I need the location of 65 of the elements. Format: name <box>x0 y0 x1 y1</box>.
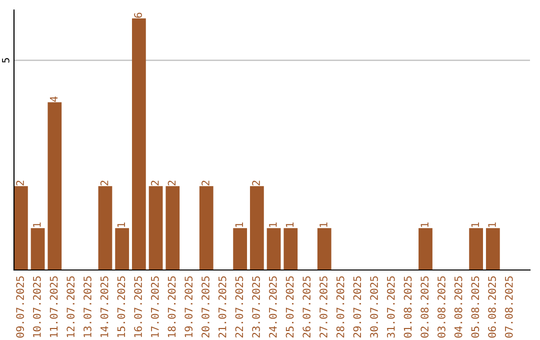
x-tick-label: 31.07.2025 <box>386 276 395 338</box>
bar <box>48 102 62 270</box>
y-tick-label: 5 <box>2 58 10 63</box>
x-tick-label: 12.07.2025 <box>66 276 75 338</box>
x-tick-label: 20.07.2025 <box>202 276 210 338</box>
bar <box>148 186 163 270</box>
bar <box>132 18 146 270</box>
x-tick-label: 03.08.2025 <box>438 276 446 338</box>
bar <box>14 186 28 270</box>
data-label: 1 <box>117 222 125 227</box>
bar <box>266 228 281 270</box>
bar <box>30 228 45 270</box>
x-tick-label: 30.07.2025 <box>370 276 378 338</box>
x-tick-label: 06.08.2025 <box>488 276 496 338</box>
x-tick-label: 25.07.2025 <box>286 276 294 338</box>
x-tick-label: 21.07.2025 <box>218 276 226 338</box>
x-tick-label: 04.08.2025 <box>454 276 462 338</box>
data-label: 2 <box>150 180 159 186</box>
x-tick-label: 29.07.2025 <box>353 276 362 338</box>
x-tick-label: 15.07.2025 <box>117 276 126 338</box>
bar <box>418 228 432 270</box>
x-tick-label: 11.07.2025 <box>50 276 58 338</box>
x-tick-label: 22.07.2025 <box>235 276 244 338</box>
x-tick-label: 07.08.2025 <box>504 276 513 338</box>
bar <box>199 186 214 270</box>
x-tick-label: 09.07.2025 <box>16 276 24 338</box>
bar <box>250 186 264 270</box>
data-label: 1 <box>269 222 277 227</box>
bar <box>115 228 130 270</box>
x-tick-label: 19.07.2025 <box>184 276 193 338</box>
bar <box>469 228 483 270</box>
bar <box>98 186 112 270</box>
data-label: 2 <box>100 180 108 186</box>
bar <box>284 228 298 270</box>
x-tick-label: 02.08.2025 <box>420 276 429 338</box>
data-label: 1 <box>488 222 496 227</box>
x-tick-label: 18.07.2025 <box>168 276 176 338</box>
bar <box>486 228 500 270</box>
bar <box>166 186 180 270</box>
x-tick-label: 16.07.2025 <box>134 276 142 338</box>
x-tick-label: 24.07.2025 <box>268 276 277 338</box>
data-label: 1 <box>471 222 479 227</box>
data-label: 2 <box>16 180 24 186</box>
x-tick-label: 13.07.2025 <box>84 276 92 338</box>
data-label: 2 <box>202 180 210 186</box>
data-label: 2 <box>168 180 176 186</box>
bar <box>233 228 248 270</box>
data-label: 4 <box>50 96 58 102</box>
bar <box>317 228 332 270</box>
x-tick-label: 28.07.2025 <box>336 276 344 338</box>
x-tick-label: 01.08.2025 <box>404 276 412 338</box>
data-label: 1 <box>420 222 428 227</box>
x-tick-label: 10.07.2025 <box>32 276 41 338</box>
data-label: 2 <box>252 180 260 186</box>
data-label: 1 <box>235 222 243 227</box>
x-tick-label: 27.07.2025 <box>320 276 328 338</box>
x-tick-label: 05.08.2025 <box>471 276 480 338</box>
data-label: 6 <box>134 12 142 18</box>
x-tick-label: 17.07.2025 <box>150 276 159 338</box>
x-tick-label: 26.07.2025 <box>302 276 311 338</box>
x-tick-label: 23.07.2025 <box>252 276 260 338</box>
x-tick-label: 14.07.2025 <box>100 276 108 338</box>
data-label: 1 <box>33 222 41 227</box>
data-label: 1 <box>320 222 328 227</box>
data-label: 1 <box>286 222 294 227</box>
